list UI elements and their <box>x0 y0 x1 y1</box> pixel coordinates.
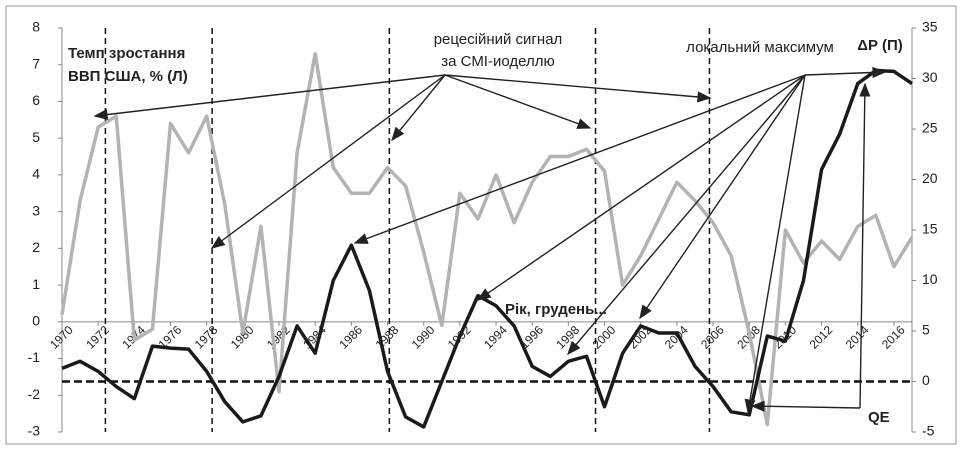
annotation: за СМІ-иоделлю <box>441 53 554 70</box>
x-tick-label: 1972 <box>83 323 112 352</box>
y2-tick-label: 5 <box>922 322 930 338</box>
x-tick-label: 1986 <box>336 323 365 352</box>
annotation: локальний максимум <box>686 39 834 56</box>
y-tick-label: 0 <box>32 313 40 329</box>
x-tick-label: 1990 <box>409 323 438 352</box>
y-tick-label: -1 <box>28 349 41 365</box>
y2-tick-label: 10 <box>922 271 938 287</box>
y2-tick-label: 0 <box>922 372 930 388</box>
x-tick-label: 2012 <box>807 323 836 352</box>
frame <box>5 5 957 445</box>
x-tick-label: 2016 <box>879 323 908 352</box>
y2-tick-label: -5 <box>922 423 935 439</box>
y2-tick-label: 15 <box>922 221 938 237</box>
annotation: QE <box>868 409 890 426</box>
y-tick-label: 1 <box>32 276 40 292</box>
series-line <box>60 51 914 427</box>
x-tick-label: 1996 <box>517 323 546 352</box>
y2-tick-label: 25 <box>922 120 938 136</box>
y-tick-label: 7 <box>32 55 40 71</box>
right-axis-label: ΔP (П) <box>857 37 902 54</box>
y-tick-label: 2 <box>32 239 40 255</box>
arrows <box>93 66 887 414</box>
y-tick-label: -3 <box>28 423 41 439</box>
x-tick-label: 2014 <box>843 323 872 352</box>
y2-tick-label: 20 <box>922 170 938 186</box>
left-axis-label: Темп зростання <box>68 45 185 62</box>
y-tick-label: 8 <box>32 19 40 35</box>
annotation: Рік, грудень... <box>505 301 607 318</box>
y-tick-label: 3 <box>32 202 40 218</box>
y2-tick-label: 30 <box>922 69 938 85</box>
y-tick-label: -2 <box>28 386 41 402</box>
annotation: рецесійний сигнал <box>434 31 563 48</box>
x-tick-label: 2006 <box>698 323 727 352</box>
left-axis-label: ВВП США, % (Л) <box>68 68 188 85</box>
x-tick-label: 1978 <box>192 323 221 352</box>
y2-tick-label: 35 <box>922 19 938 35</box>
x-tick-label: 2000 <box>590 323 619 352</box>
x-tick-label: 1998 <box>553 323 582 352</box>
y-tick-label: 5 <box>32 129 40 145</box>
x-tick-label: 1994 <box>481 323 510 352</box>
y-tick-label: 6 <box>32 92 40 108</box>
y-tick-label: 4 <box>32 166 40 182</box>
